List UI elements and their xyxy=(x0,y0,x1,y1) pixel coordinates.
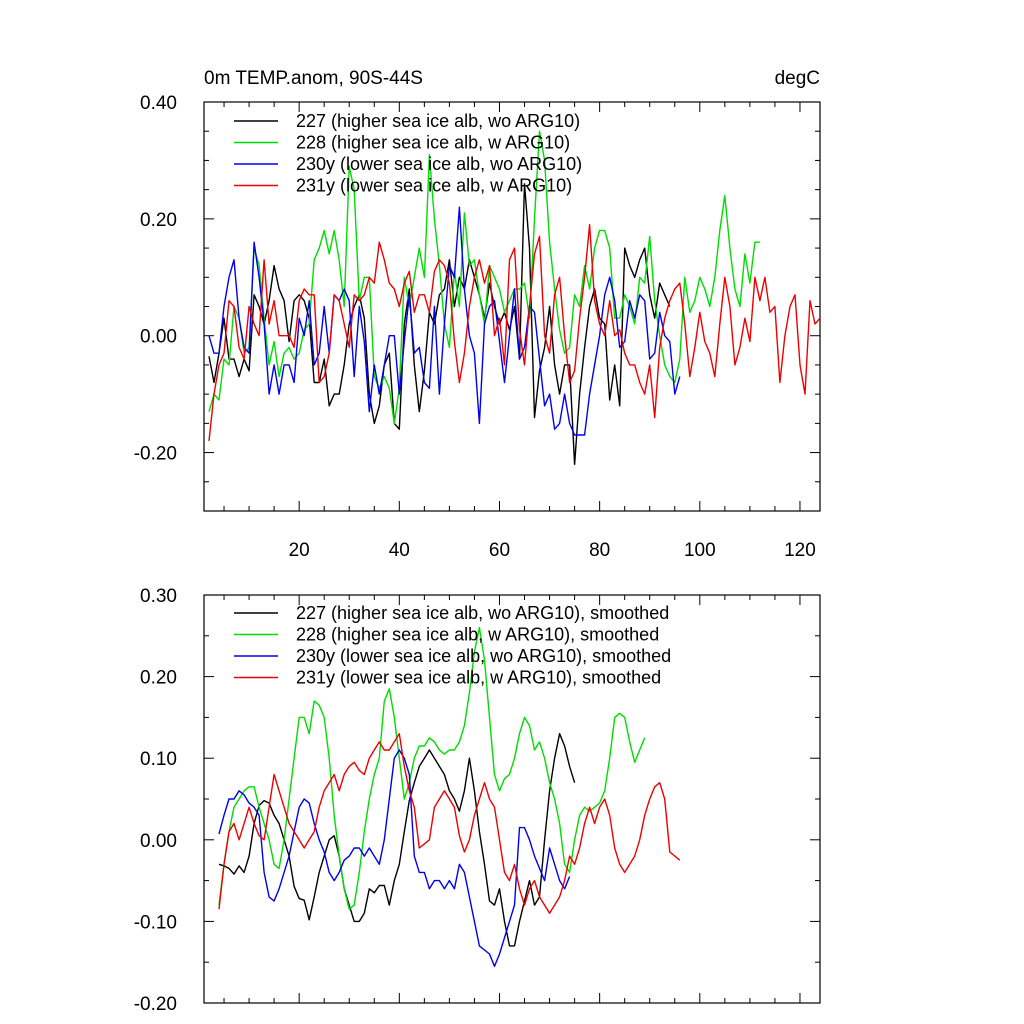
series-line xyxy=(218,733,681,914)
y-tick-label: -0.20 xyxy=(134,444,177,465)
legend-label: 227 (higher sea ice alb, wo ARG10) xyxy=(296,111,580,131)
legend-label: 231y (lower sea ice alb, w ARG10), smoot… xyxy=(296,668,661,688)
y-tick-label: 0.00 xyxy=(140,831,177,852)
top-plot-area: 20 40 60 80 100 120 -0.20 0.00 0.20 0.40 227 (high… xyxy=(134,93,821,561)
legend-label: 228 (higher sea ice alb, w ARG10) xyxy=(296,133,570,153)
series-line xyxy=(218,749,571,967)
x-tick-label: 80 xyxy=(589,540,610,561)
legend-label: 230y (lower sea ice alb, wo ARG10) xyxy=(296,154,582,174)
x-tick-label: 60 xyxy=(489,540,510,561)
x-tick-label: 40 xyxy=(389,540,410,561)
y-tick-label: 0.30 xyxy=(140,586,177,607)
top-panel-units: degC xyxy=(775,68,820,89)
x-tick-label: 20 xyxy=(289,540,310,561)
x-tick-label: 100 xyxy=(684,540,716,561)
y-tick-label: 0.10 xyxy=(140,749,177,770)
bottom-plot-area: -0.20 -0.10 0.00 0.10 0.20 0.30 227 (higher se… xyxy=(134,586,821,1015)
legend: 227 (higher sea ice alb, wo ARG10), smoo… xyxy=(234,603,671,688)
legend-label: 231y (lower sea ice alb, w ARG10) xyxy=(296,176,572,196)
bottom-panel: -0.20 -0.10 0.00 0.10 0.20 0.30 227 (higher se… xyxy=(134,586,821,1015)
top-panel-title: 0m TEMP.anom, 90S-44S xyxy=(204,68,423,89)
series-line xyxy=(218,626,646,910)
top-panel: 0m TEMP.anom, 90S-44S degC 20 40 60 80 100 12… xyxy=(134,68,821,561)
y-tick-label: 0.20 xyxy=(140,668,177,689)
legend-label: 230y (lower sea ice alb, wo ARG10), smoo… xyxy=(296,646,671,666)
y-tick-label: -0.10 xyxy=(134,912,177,933)
y-tick-label: -0.20 xyxy=(134,994,177,1015)
legend-label: 228 (higher sea ice alb, w ARG10), smoot… xyxy=(296,625,659,645)
y-tick-label: 0.40 xyxy=(140,93,177,114)
x-tick-label: 120 xyxy=(784,540,816,561)
series-line xyxy=(208,206,681,436)
y-tick-label: 0.20 xyxy=(140,210,177,231)
series-line xyxy=(208,223,821,441)
legend-label: 227 (higher sea ice alb, wo ARG10), smoo… xyxy=(296,603,669,623)
series-line xyxy=(208,183,671,465)
legend: 227 (higher sea ice alb, wo ARG10)228 (h… xyxy=(234,111,582,196)
y-tick-label: 0.00 xyxy=(140,327,177,348)
series-line xyxy=(218,733,576,947)
